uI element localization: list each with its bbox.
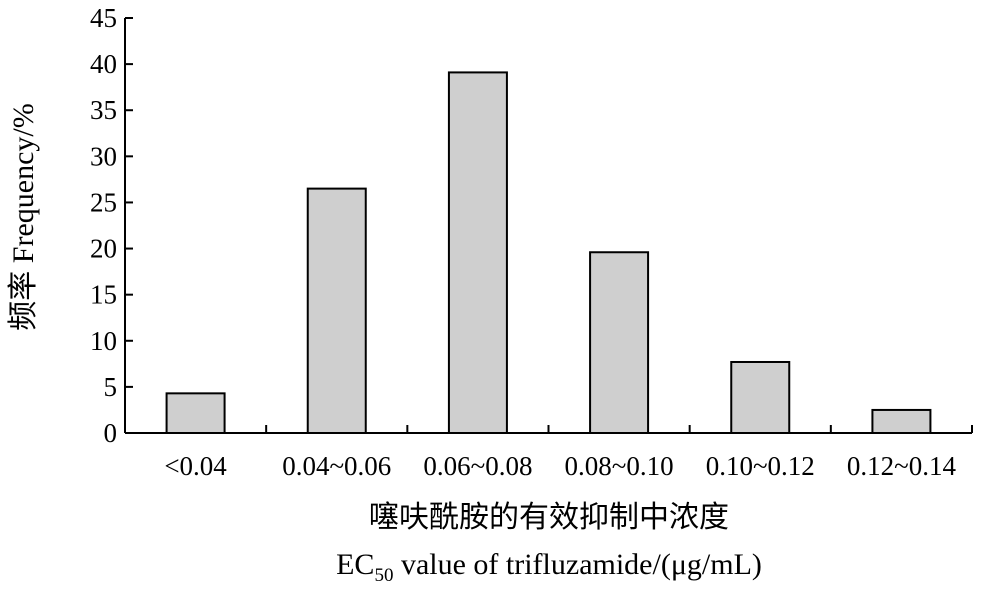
x-axis-title-en-suffix: value of trifluzamide/(μg/mL): [393, 548, 761, 581]
y-tick-label-2: 10: [90, 326, 117, 356]
bars-layer: [165, 71, 932, 435]
y-tick-label-5: 25: [90, 187, 117, 217]
y-axis-title: 频率 Frequency/%: [7, 103, 40, 330]
bar-5: [871, 408, 932, 435]
x-axis-title-cn: 噻呋酰胺的有效抑制中浓度: [369, 501, 729, 534]
y-tick-label-3: 15: [90, 280, 117, 310]
bar-1: [306, 187, 367, 434]
x-axis-title-en: EC50 value of trifluzamide/(μg/mL): [336, 548, 762, 586]
bar-2: [447, 71, 508, 435]
y-tick-label-7: 35: [90, 95, 117, 125]
x-tick-label-5: 0.12~0.14: [847, 451, 957, 481]
y-tick-label-8: 40: [90, 49, 117, 79]
bar-3: [589, 251, 650, 434]
y-tick-label-6: 30: [90, 141, 117, 171]
x-tick-label-4: 0.10~0.12: [706, 451, 815, 481]
y-tick-label-0: 0: [104, 418, 118, 448]
axes-layer: [124, 17, 973, 434]
x-tick-label-1: 0.04~0.06: [282, 451, 391, 481]
bar-4: [730, 360, 791, 434]
x-tick-label-3: 0.08~0.10: [565, 451, 674, 481]
bar-0: [165, 392, 226, 435]
x-axis-title-en-subscript: 50: [374, 565, 393, 586]
x-tick-labels: <0.04 0.04~0.06 0.06~0.08 0.08~0.10 0.10~0.1…: [164, 451, 956, 481]
x-tick-label-0: <0.04: [164, 451, 227, 481]
y-tick-labels: 0 5 10 15 20 25 30 35 40 45: [90, 3, 117, 448]
x-axis-title-en-prefix: EC: [336, 548, 374, 581]
x-tick-label-2: 0.06~0.08: [423, 451, 532, 481]
y-tick-label-9: 45: [90, 3, 117, 33]
y-tick-label-1: 5: [104, 372, 118, 402]
y-tick-label-4: 20: [90, 234, 117, 264]
